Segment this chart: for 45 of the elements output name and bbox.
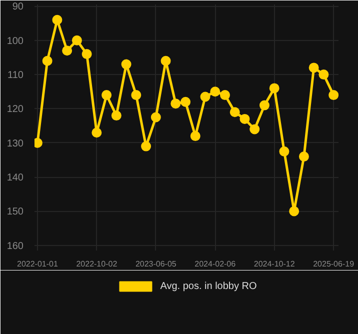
x-tick-label: 2025-06-19 (313, 260, 355, 268)
y-tick-label: 110 (8, 70, 24, 82)
point (210, 86, 220, 97)
point (220, 90, 230, 100)
y-tick-label: 150 (6, 206, 24, 218)
point (102, 90, 112, 100)
point (269, 83, 280, 94)
x-tick-label: 2022-10-02 (76, 260, 118, 268)
point (308, 62, 319, 73)
point (289, 206, 300, 216)
point (111, 110, 122, 121)
point (121, 59, 132, 70)
y-tick-label: 130 (6, 138, 24, 150)
y-tick-label: 90 (12, 2, 24, 13)
point (180, 96, 191, 107)
point (62, 46, 72, 56)
y-tick-label: 100 (6, 36, 24, 47)
x-tick-label: 2024-02-06 (194, 260, 236, 268)
point (150, 112, 161, 122)
point (318, 70, 329, 80)
x-tick-label: 2023-06-05 (135, 260, 177, 268)
point (82, 49, 92, 60)
x-tick-label: 2022-01-01 (17, 260, 58, 268)
point (250, 124, 260, 134)
point (200, 92, 210, 102)
point (170, 98, 181, 109)
y-tick-label: 160 (6, 240, 24, 252)
point (279, 146, 290, 156)
point (240, 114, 250, 124)
y-tick-label: 140 (6, 172, 24, 184)
point (160, 56, 171, 66)
point (298, 152, 309, 162)
point (141, 141, 152, 152)
point (190, 131, 200, 142)
legend-label: Avg. pos. in lobby RO (160, 280, 257, 292)
point (92, 128, 102, 138)
point (259, 100, 270, 110)
point (72, 35, 82, 46)
x-tick-label: 2024-10-12 (254, 260, 296, 268)
y-tick-label: 120 (6, 104, 24, 116)
point (42, 56, 52, 66)
point (328, 90, 338, 100)
point (131, 90, 142, 100)
point (52, 14, 62, 25)
point (230, 107, 240, 118)
